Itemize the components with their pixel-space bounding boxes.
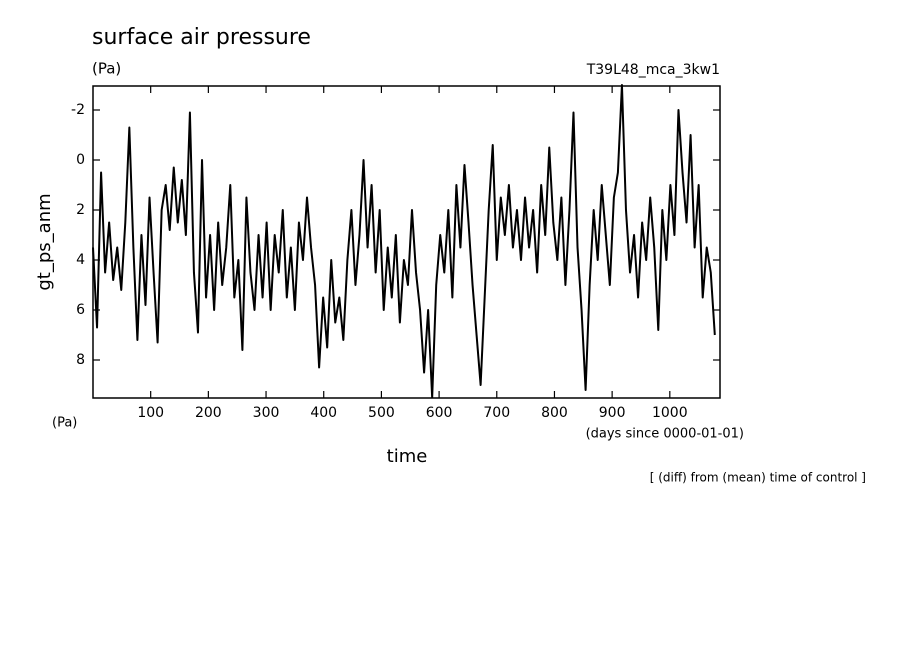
x-tick-label: 600 xyxy=(426,405,453,421)
y-axis-label: gt_ps_anm xyxy=(34,193,55,290)
data-line xyxy=(92,84,716,399)
y-tick-label: -2 xyxy=(71,102,85,118)
x-unit: (days since 0000-01-01) xyxy=(586,427,744,442)
y-tick-label: 0 xyxy=(76,152,85,168)
x-tick-label: 800 xyxy=(541,405,568,421)
y-unit: (Pa) xyxy=(52,416,77,431)
chart-title: surface air pressure xyxy=(92,25,311,50)
x-tick-label: 500 xyxy=(368,405,395,421)
x-tick-label: 700 xyxy=(483,405,510,421)
x-tick-label: 300 xyxy=(253,405,280,421)
x-tick-label: 900 xyxy=(599,405,626,421)
x-axis-label: time xyxy=(387,446,428,467)
y-tick-label: 2 xyxy=(76,202,85,218)
x-tick-label: 400 xyxy=(310,405,337,421)
y-tick-label: 4 xyxy=(76,252,85,268)
title-unit: (Pa) xyxy=(92,60,121,78)
experiment-label: T39L48_mca_3kw1 xyxy=(586,62,720,78)
footnote: [ (diff) from (mean) time of control ] xyxy=(650,471,866,485)
y-tick-label: 6 xyxy=(76,302,85,318)
x-tick-label: 1000 xyxy=(652,405,688,421)
x-tick-label: 100 xyxy=(137,405,164,421)
y-tick-label: 8 xyxy=(76,352,85,368)
x-tick-label: 200 xyxy=(195,405,222,421)
plot-frame xyxy=(92,85,721,399)
